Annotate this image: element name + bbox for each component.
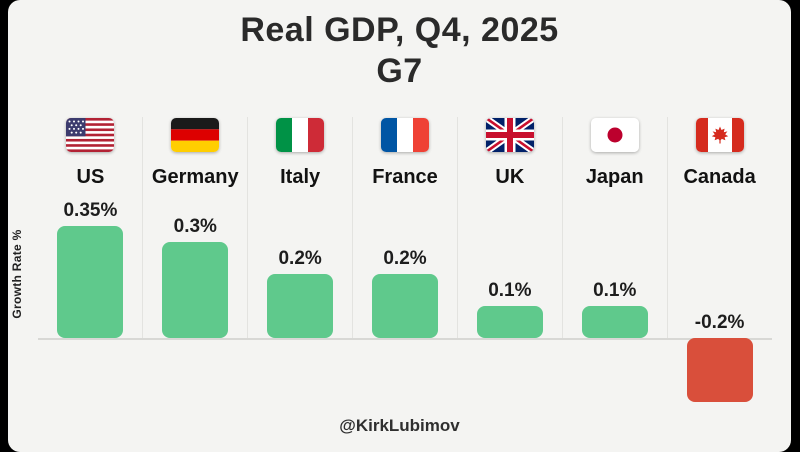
attribution-handle: @KirkLubimov — [339, 415, 460, 435]
bar-value-label: 0.1% — [593, 279, 637, 301]
japan-flag-icon — [590, 117, 639, 152]
bar — [267, 273, 334, 338]
bar — [57, 225, 124, 338]
country-name: UK — [495, 166, 525, 189]
chart-title-line2: G7 — [376, 52, 423, 91]
bar-value-label: -0.2% — [694, 311, 745, 333]
bar-value-label: 0.35% — [63, 199, 118, 221]
country-name: US — [76, 166, 105, 189]
country-name: Canada — [683, 166, 756, 189]
bar — [476, 305, 543, 338]
canada-flag-icon — [695, 117, 744, 152]
country-name: France — [372, 166, 438, 189]
chart-column: UK 0.1% — [456, 109, 562, 410]
chart-column: France 0.2% — [352, 109, 458, 410]
chart-column: US 0.35% — [38, 109, 143, 410]
country-name: Japan — [585, 166, 644, 189]
chart-column: Canada -0.2% — [666, 109, 772, 410]
bar — [372, 273, 438, 338]
x-axis-baseline — [38, 337, 772, 340]
bar-value-label: 0.1% — [488, 279, 532, 301]
y-axis-label: Growth Rate % — [10, 229, 24, 319]
bar-value-label: 0.3% — [173, 215, 217, 237]
germany-flag-icon — [171, 117, 220, 152]
uk-flag-icon — [485, 117, 534, 152]
italy-flag-icon — [276, 117, 325, 152]
country-name: Italy — [280, 166, 321, 189]
france-flag-icon — [381, 117, 429, 152]
bar-value-label: 0.2% — [278, 247, 322, 269]
chart-canvas: Real GDP, Q4, 2025 G7 Growth Rate % — [8, 0, 791, 452]
chart-column: Germany 0.3% — [142, 109, 248, 410]
chart-title-line1: Real GDP, Q4, 2025 — [240, 11, 559, 49]
letterbox-left — [0, 0, 8, 452]
bar — [686, 337, 753, 402]
us-flag-icon — [66, 117, 115, 152]
bar — [162, 241, 229, 338]
bar — [581, 305, 648, 338]
chart-title: Real GDP, Q4, 2025 G7 — [8, 10, 791, 93]
letterbox-right — [791, 0, 800, 452]
country-name: Germany — [151, 166, 239, 189]
chart-area: US 0.35% Germany 0.3% — [38, 109, 772, 410]
bar-value-label: 0.2% — [383, 247, 427, 269]
chart-column: Italy 0.2% — [247, 109, 353, 410]
chart-column: Japan 0.1% — [561, 109, 667, 410]
